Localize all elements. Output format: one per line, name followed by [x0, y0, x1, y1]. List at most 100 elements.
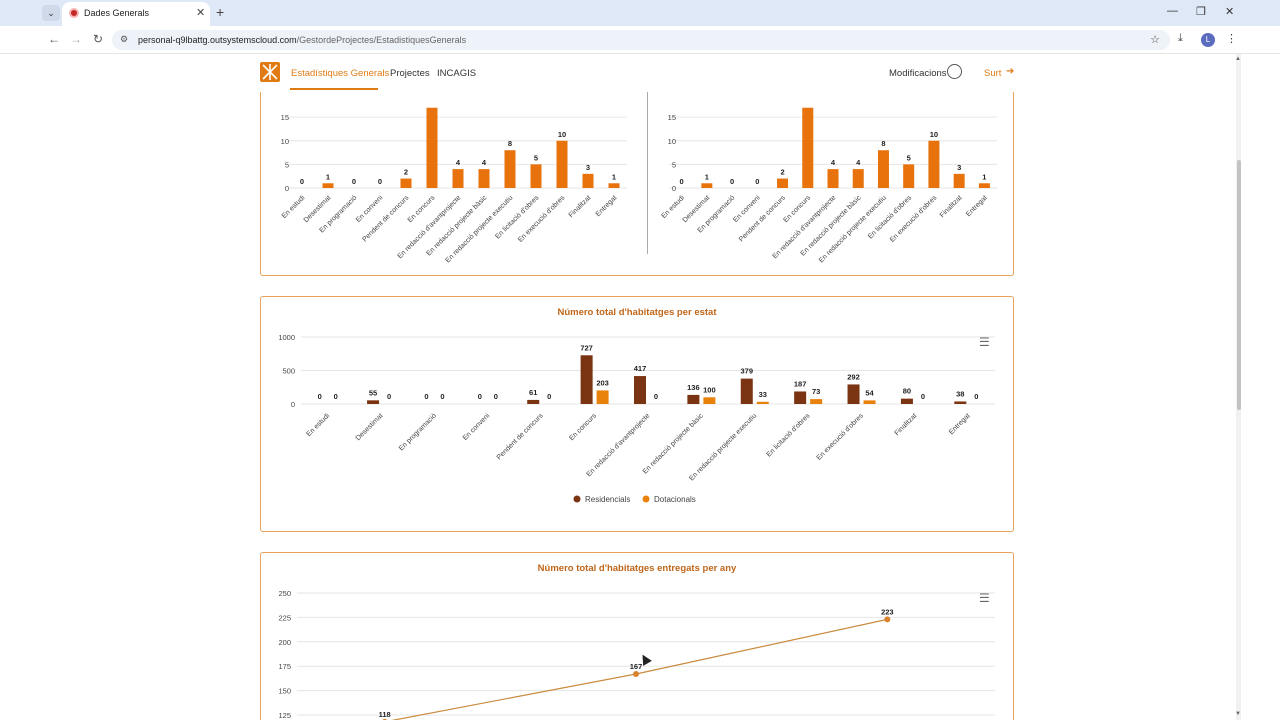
- dwellings-per-status-title: Número total d'habitatges per estat: [557, 307, 717, 318]
- x-tick-label: Pendent de concurs: [738, 194, 787, 243]
- x-tick-label: En licitació d'obres: [867, 194, 913, 240]
- bar: [530, 164, 542, 188]
- bar-residencials: [580, 355, 593, 404]
- x-tick-label: Finalitzat: [894, 412, 919, 437]
- data-label: 0: [921, 392, 925, 401]
- data-label: 55: [369, 388, 377, 397]
- bar: [556, 140, 568, 188]
- data-label: 727: [580, 343, 593, 352]
- scroll-down-icon[interactable]: ▼: [1235, 711, 1241, 717]
- chart-menu-icon[interactable]: ☰: [979, 591, 990, 605]
- bar-residencials: [634, 376, 646, 404]
- restore-button[interactable]: ❐: [1196, 6, 1206, 18]
- back-button[interactable]: ←: [48, 32, 60, 46]
- dwellings-delivered-per-year-chart: 250 225 200 175 150 125 118 167 223: [278, 589, 995, 720]
- reload-button[interactable]: ↻: [93, 32, 104, 46]
- data-label: 54: [865, 388, 874, 397]
- data-label: 292: [847, 372, 860, 381]
- logout-icon[interactable]: ➜: [1006, 66, 1015, 77]
- browser-tab[interactable]: Dades Generals ✕: [62, 2, 210, 26]
- nav-projectes[interactable]: Projectes: [390, 68, 430, 79]
- y-tick-label: 150: [278, 687, 291, 696]
- bar: [903, 164, 915, 188]
- legend-marker: [573, 495, 581, 503]
- data-label: 61: [529, 388, 537, 397]
- data-label: 1: [326, 172, 330, 181]
- data-label: 0: [494, 392, 498, 401]
- y-tick-label: 0: [672, 184, 676, 193]
- scrollbar-area: [1240, 54, 1280, 720]
- chart-menu-icon[interactable]: ☰: [979, 335, 990, 349]
- bar-residencials: [740, 378, 753, 404]
- data-point: [884, 616, 891, 623]
- legend-label: Dotacionals: [654, 495, 696, 504]
- data-label: 8: [881, 139, 885, 148]
- x-tick-label: Entregat: [948, 412, 972, 436]
- close-window-button[interactable]: ✕: [1225, 6, 1235, 18]
- dwellings-per-status-card: Número total d'habitatges per estat ☰ 10…: [260, 296, 1014, 532]
- y-tick-label: 125: [278, 711, 291, 720]
- projects-per-status-card: 15 10 5 0 0 En estudi 1 Desestimat 0 En programac…: [260, 68, 1014, 276]
- app-logo-icon[interactable]: [260, 62, 280, 82]
- modificacions-link[interactable]: Modificacions: [889, 68, 947, 79]
- address-bar[interactable]: ⚙ personal-q9lbattg.outsystemscloud.com/…: [112, 30, 1170, 50]
- bar: [802, 107, 814, 188]
- logout-link[interactable]: Surt: [984, 68, 1002, 79]
- scrollbar-thumb[interactable]: [1237, 160, 1241, 410]
- active-nav-indicator: [290, 88, 378, 90]
- data-label: 0: [352, 177, 356, 186]
- x-tick-label: En execució d'obres: [816, 412, 866, 462]
- y-tick-label: 500: [282, 367, 295, 376]
- data-label: 1: [612, 172, 616, 181]
- bar-dotacionals: [756, 401, 769, 404]
- forward-button[interactable]: →: [70, 32, 82, 46]
- close-tab-icon[interactable]: ✕: [196, 7, 206, 19]
- x-tick-label: En licitació d'obres: [494, 194, 540, 240]
- data-label: 100: [703, 385, 716, 394]
- data-label: 0: [387, 392, 391, 401]
- data-label: 0: [424, 392, 428, 401]
- data-label: 223: [881, 607, 894, 616]
- bar: [852, 169, 864, 188]
- profile-avatar[interactable]: L: [1201, 33, 1215, 47]
- data-label: 0: [334, 392, 338, 401]
- browser-menu-icon[interactable]: ⋮: [1226, 33, 1237, 45]
- user-icon[interactable]: [947, 64, 962, 79]
- bookmark-star-icon[interactable]: ☆: [1150, 34, 1160, 46]
- tab-search-button[interactable]: ⌄: [42, 5, 60, 21]
- bar: [827, 169, 839, 188]
- data-label: 187: [794, 379, 807, 388]
- y-tick-label: 250: [278, 589, 291, 598]
- page: 15 10 5 0 0 En estudi 1 Desestimat 0 En programac…: [40, 54, 1240, 720]
- app-header: Estadístiques Generals Projectes INCAGIS…: [40, 54, 1240, 92]
- bar-dotacionals: [703, 397, 716, 404]
- data-label: 4: [856, 158, 861, 167]
- data-label: 0: [755, 177, 759, 186]
- x-tick-label: En licitació d'obres: [765, 412, 811, 458]
- site-info-icon[interactable]: ⚙: [120, 34, 129, 44]
- data-label: 10: [558, 130, 566, 139]
- data-label: 4: [482, 158, 487, 167]
- x-tick-label: En conveni: [462, 412, 492, 442]
- nav-incagis[interactable]: INCAGIS: [437, 68, 477, 79]
- nav-estadistiques-generals[interactable]: Estadístiques Generals: [291, 68, 390, 79]
- download-icon[interactable]: ⤓: [1178, 32, 1183, 44]
- tab-title: Dades Generals: [84, 8, 150, 18]
- data-label: 5: [534, 153, 538, 162]
- data-label: 0: [974, 392, 978, 401]
- favicon-icon: [69, 8, 79, 18]
- bar: [953, 173, 965, 188]
- data-label: 4: [831, 158, 836, 167]
- y-tick-label: 15: [668, 113, 676, 122]
- bar-dotacionals: [863, 400, 876, 404]
- y-tick-label: 15: [281, 113, 289, 122]
- scroll-up-icon[interactable]: ▲: [1235, 56, 1241, 62]
- bar-dotacionals: [596, 390, 609, 404]
- bar: [400, 178, 412, 188]
- data-label: 3: [586, 163, 590, 172]
- minimize-button[interactable]: —: [1167, 5, 1178, 17]
- new-tab-button[interactable]: +: [216, 4, 225, 20]
- bar: [504, 150, 516, 188]
